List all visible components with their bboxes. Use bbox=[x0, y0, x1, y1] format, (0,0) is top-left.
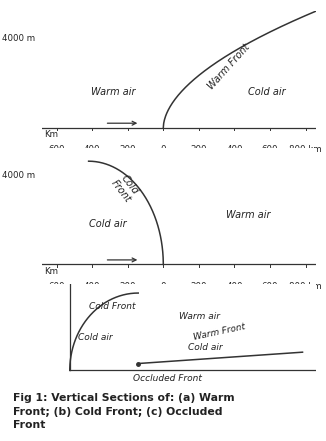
Text: Cold Front: Cold Front bbox=[89, 302, 135, 310]
Text: Km: Km bbox=[44, 267, 58, 276]
Text: Cold air: Cold air bbox=[78, 333, 112, 342]
Text: Warm Front: Warm Front bbox=[206, 42, 252, 92]
Text: Occluded Front: Occluded Front bbox=[133, 374, 201, 383]
Text: Warm air: Warm air bbox=[91, 87, 136, 97]
Text: Fig 1: Vertical Sections of: (a) Warm
Front; (b) Cold Front; (c) Occluded
Front: Fig 1: Vertical Sections of: (a) Warm Fr… bbox=[13, 393, 235, 430]
Text: Km: Km bbox=[44, 130, 58, 139]
Text: Cold air: Cold air bbox=[89, 219, 127, 229]
Text: Cold
Front: Cold Front bbox=[109, 172, 141, 205]
Text: Cold air: Cold air bbox=[187, 343, 222, 352]
Text: Warm air: Warm air bbox=[179, 312, 220, 321]
Text: Warm air: Warm air bbox=[226, 210, 271, 220]
Text: Cold air: Cold air bbox=[248, 87, 285, 97]
Text: Warm Front: Warm Front bbox=[193, 321, 246, 341]
